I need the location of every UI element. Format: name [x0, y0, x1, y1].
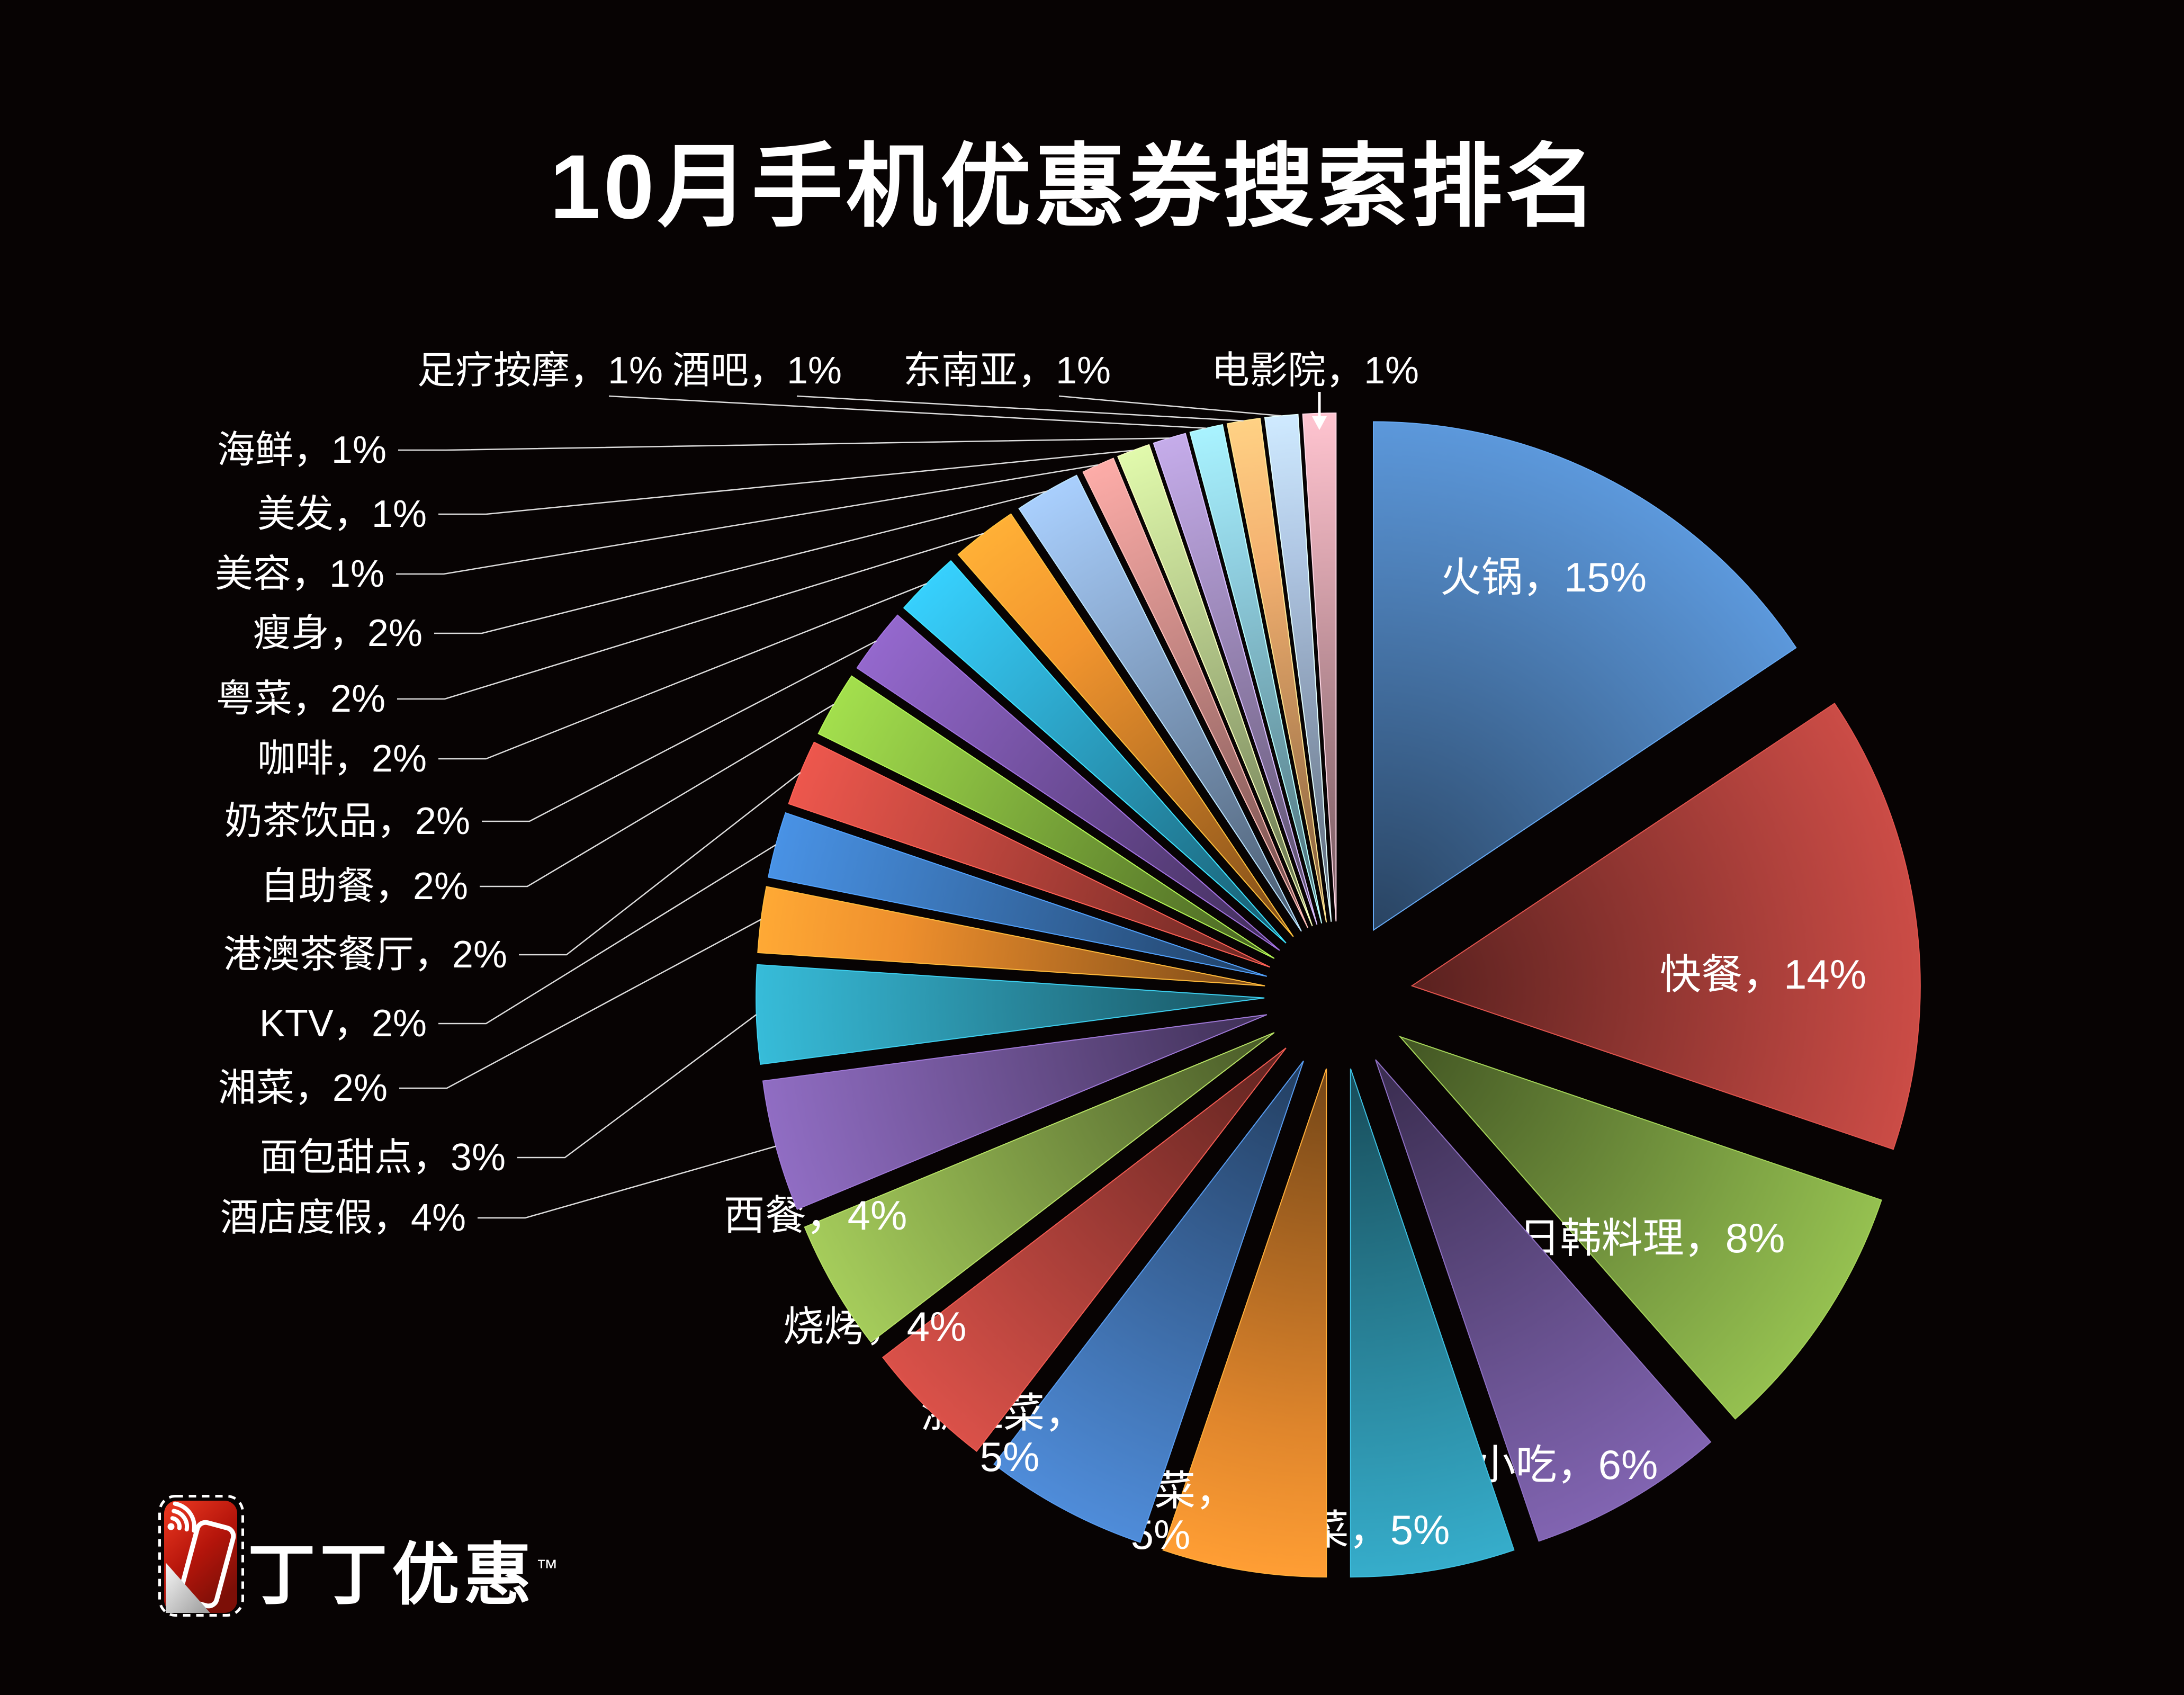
- slice-label-19: 美容，1%: [215, 553, 384, 595]
- leader-line-10: [517, 1014, 757, 1159]
- pie-slice-23: [1226, 417, 1327, 923]
- brand-logo: 丁丁优惠™: [158, 1494, 634, 1632]
- dingding-coupon-sticker-icon: [158, 1495, 244, 1617]
- pie-slice-12: [768, 812, 1268, 977]
- slice-label-9: 酒店度假，4%: [220, 1197, 466, 1239]
- slice-label-10: 面包甜点，3%: [260, 1136, 506, 1179]
- slice-label-17: 粤菜，2%: [216, 678, 385, 720]
- pie-slice-15: [856, 614, 1280, 951]
- pie-slice-16: [903, 560, 1287, 944]
- arrow-head-icon: [1312, 416, 1327, 430]
- leader-line-21: [398, 437, 1170, 451]
- slice-label-13: 港澳茶餐厅，2%: [223, 934, 507, 976]
- leader-line-12: [438, 844, 777, 1025]
- pie-slice-7: [882, 1047, 1287, 1452]
- slice-label-6: 5%: [980, 1433, 1040, 1480]
- slice-label-20: 美发，1%: [257, 493, 427, 535]
- slice-label-16: 咖啡，2%: [257, 738, 427, 780]
- slice-label-3: 小吃，6%: [1475, 1441, 1658, 1488]
- leader-line-17: [397, 533, 984, 700]
- pie-slice-2: [1398, 1035, 1882, 1420]
- pie-slice-18: [1018, 474, 1302, 932]
- wifi-signal-icon: [170, 1501, 196, 1533]
- wifi-dot: [167, 1523, 175, 1530]
- leader-line-15: [482, 640, 877, 822]
- slice-label-21: 海鲜，1%: [217, 429, 387, 471]
- slice-label-15: 奶茶饮品，2%: [224, 800, 470, 842]
- pie-slice-8: [804, 1032, 1275, 1343]
- leader-line-16: [438, 583, 927, 760]
- slice-label-2: 日韩料理，8%: [1519, 1215, 1785, 1261]
- slice-label-0: 火锅，15%: [1440, 554, 1647, 600]
- logo-text: 丁丁优惠™: [248, 1537, 559, 1613]
- page-curl: [166, 1563, 210, 1613]
- leader-line-11: [399, 919, 761, 1089]
- pie-slice-0: [1373, 421, 1797, 931]
- leader-line-9: [478, 1145, 776, 1219]
- pie-slice-5: [1162, 1068, 1327, 1578]
- pie-slice-21: [1153, 433, 1318, 925]
- slice-label-18: 瘦身，2%: [253, 612, 423, 654]
- leader-line-13: [519, 772, 801, 956]
- leader-line-18: [434, 490, 1048, 634]
- pie-slice-20: [1117, 444, 1313, 927]
- trademark-symbol: ™: [536, 1555, 559, 1580]
- slice-label-14: 自助餐，2%: [260, 865, 468, 908]
- page-title: 10月手机优惠券搜索排名: [550, 136, 1600, 238]
- leader-line-22: [608, 395, 1207, 429]
- leader-line-20: [438, 450, 1134, 515]
- slice-label-23: 酒吧，1%: [672, 349, 842, 392]
- slice-label-11: 湘菜，2%: [218, 1067, 388, 1109]
- pie-slice-1: [1410, 703, 1921, 1150]
- pie-slice-3: [1375, 1059, 1712, 1542]
- slice-label-1: 快餐，14%: [1660, 951, 1866, 998]
- slice-label-22: 足疗按摩，1%: [417, 349, 663, 392]
- leader-line-19: [396, 464, 1099, 575]
- pie-slice-11: [757, 886, 1265, 986]
- slice-label-24: 东南亚，1%: [903, 349, 1111, 392]
- leader-line-23: [796, 395, 1244, 421]
- pie-slice-14: [817, 675, 1275, 959]
- pie-slice-6: [993, 1060, 1304, 1543]
- logo-dashed-border: [158, 1495, 244, 1617]
- leader-line-24: [1058, 395, 1282, 417]
- slice-label-25: 电影院，1%: [1211, 349, 1419, 392]
- slice-label-12: KTV，2%: [259, 1002, 427, 1045]
- pie-slice-13: [788, 741, 1271, 968]
- pie-slice-4: [1350, 1068, 1515, 1578]
- leader-line-14: [480, 703, 835, 887]
